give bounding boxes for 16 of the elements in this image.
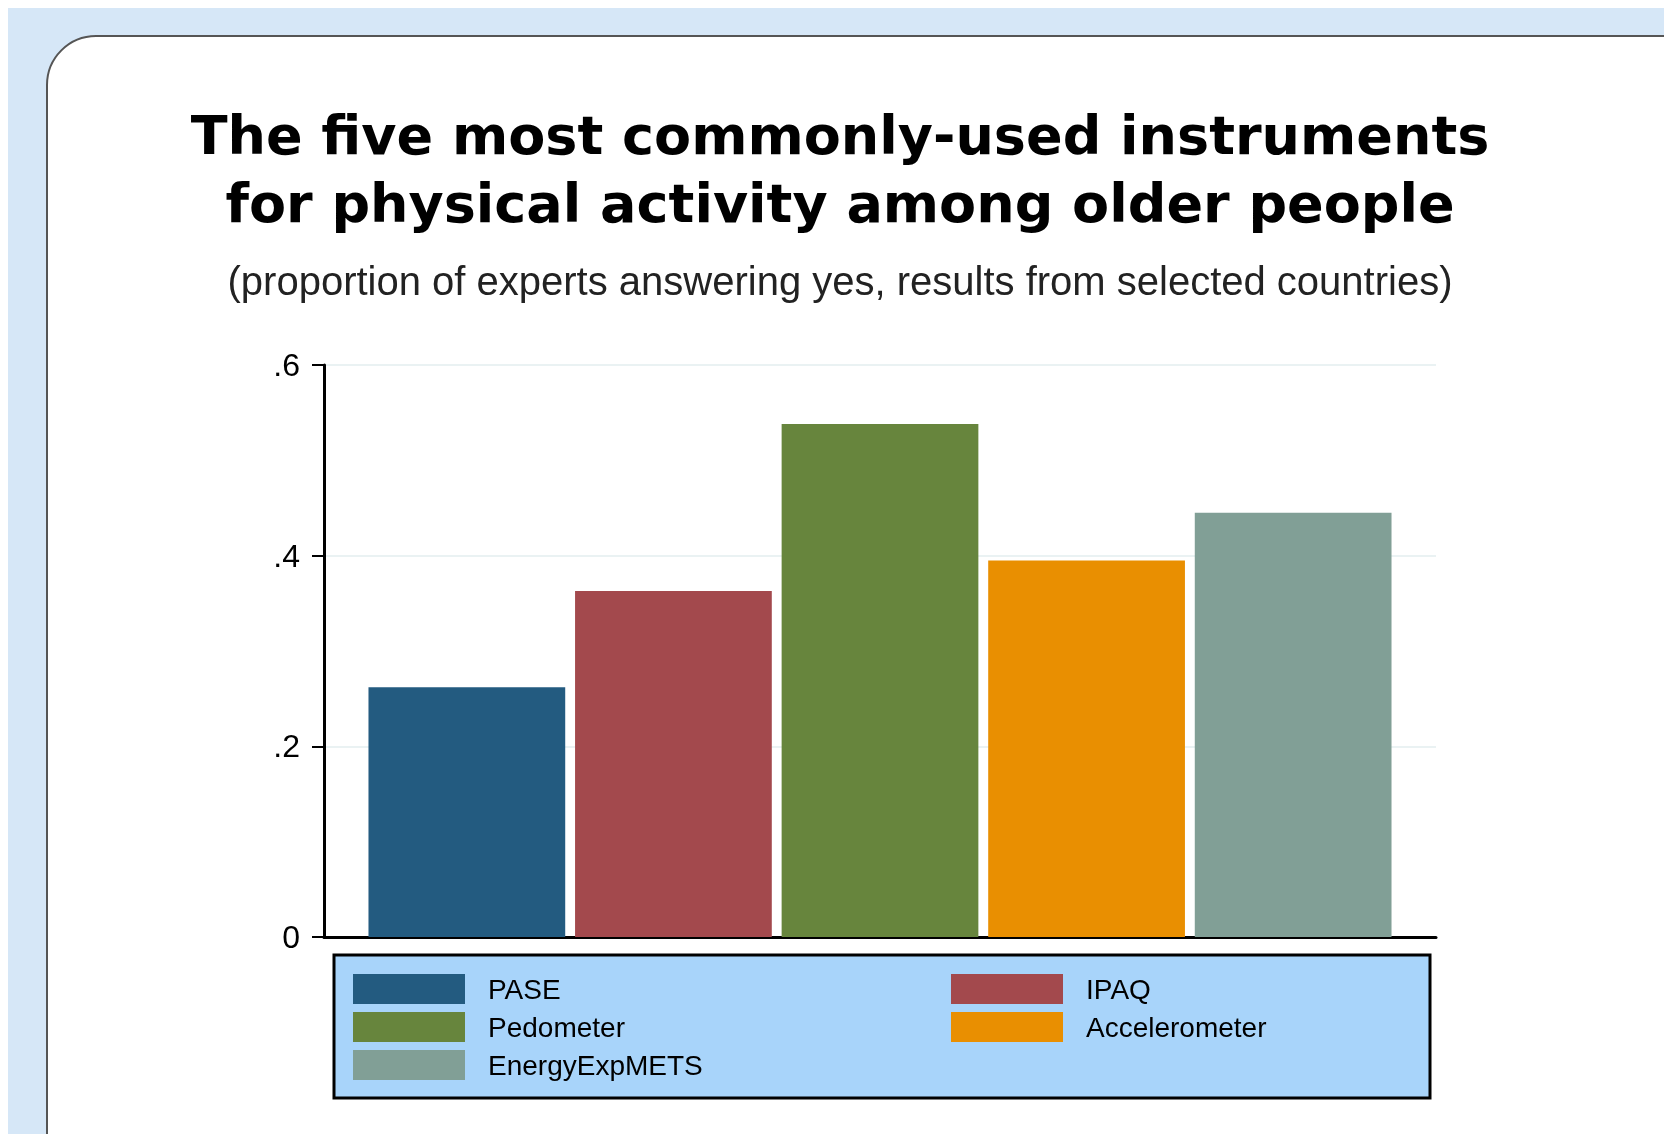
legend-label: PASE <box>488 973 561 1005</box>
chart-title: The five most commonly-used instruments for physical activity among older people <box>190 103 1490 235</box>
bar <box>781 424 979 937</box>
legend-label: Accelerometer <box>1086 1011 1267 1043</box>
bar <box>575 590 772 937</box>
y-tick-label: .6 <box>273 347 300 383</box>
legend-label: Pedometer <box>488 1011 625 1043</box>
y-tick-label: 0 <box>282 919 300 955</box>
bar <box>1194 512 1392 937</box>
bar <box>368 687 566 937</box>
y-tick-label: .2 <box>273 728 300 765</box>
legend-label: EnergyExpMETS <box>488 1049 703 1081</box>
bar <box>988 560 1185 937</box>
legend-label: IPAQ <box>1086 973 1151 1005</box>
y-tick-label: .4 <box>273 537 300 574</box>
chart-subtitle: (proportion of experts answering yes, results from selected countries) <box>227 259 1453 303</box>
